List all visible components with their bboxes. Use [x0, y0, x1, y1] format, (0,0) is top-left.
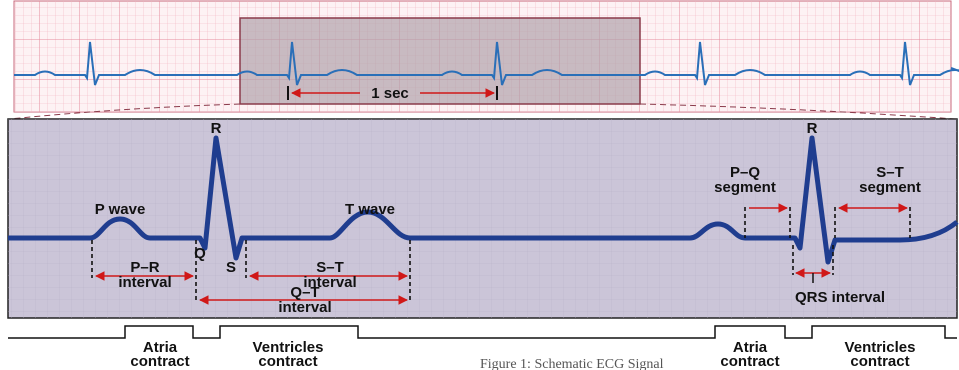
- pq-segment-label: P–Q segment: [714, 164, 776, 196]
- phase-timeline: Atria contract Ventricles contract Figure …: [8, 325, 957, 370]
- label-line: Atria: [143, 339, 178, 356]
- scale-label: 1 sec: [371, 85, 409, 102]
- label-line: Atria: [733, 339, 768, 356]
- label-line: contract: [258, 353, 317, 370]
- detail-panel: R R P wave T wave Q S P–R interval S–T int…: [7, 118, 959, 319]
- label-line: segment: [859, 179, 921, 196]
- r-label: R: [211, 120, 222, 137]
- s-label: S: [226, 259, 236, 276]
- st-segment-label: S–T segment: [859, 164, 921, 196]
- label-line: contract: [850, 353, 909, 370]
- top-strip: 1 sec: [13, 0, 959, 113]
- label-line: contract: [720, 353, 779, 370]
- phase-label: Ventricles contract: [845, 339, 916, 370]
- phase-label: Atria contract: [130, 339, 189, 370]
- t-wave-label: T wave: [345, 201, 395, 218]
- qrs-interval-label: QRS interval: [795, 289, 885, 306]
- label-line: Ventricles: [845, 339, 916, 356]
- phase-label: Atria contract: [720, 339, 779, 370]
- label-line: S–T: [316, 259, 344, 276]
- pr-interval-label: P–R interval: [118, 259, 171, 291]
- label-line: interval: [278, 299, 331, 316]
- label-line: S–T: [876, 164, 904, 181]
- p-wave-label: P wave: [95, 201, 146, 218]
- q-label: Q: [194, 245, 206, 262]
- label-line: P–Q: [730, 164, 760, 181]
- label-line: segment: [714, 179, 776, 196]
- st-interval-label: S–T interval: [303, 259, 356, 291]
- phase-label: Ventricles contract: [253, 339, 324, 370]
- label-line: Q–T: [290, 284, 319, 301]
- qt-interval-label: Q–T interval: [278, 284, 331, 316]
- label-line: interval: [118, 274, 171, 291]
- label-line: contract: [130, 353, 189, 370]
- label-line: P–R: [130, 259, 159, 276]
- label-line: interval: [303, 274, 356, 291]
- caption: Figure 1: Schematic ECG Signal: [480, 357, 664, 370]
- label-line: Ventricles: [253, 339, 324, 356]
- r-label: R: [807, 120, 818, 137]
